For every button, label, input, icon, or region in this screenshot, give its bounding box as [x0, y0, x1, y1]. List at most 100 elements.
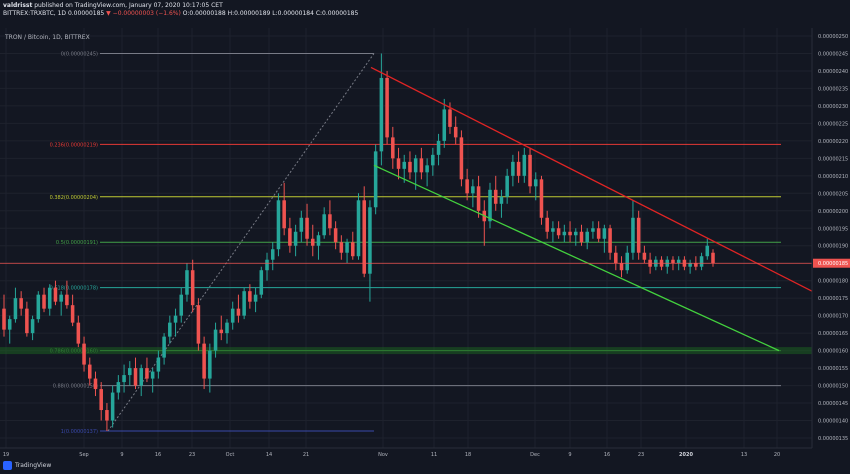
price-axis-tick: 0.00000245 [818, 51, 848, 57]
candle-up [591, 228, 595, 232]
time-axis-tick: 16 [155, 452, 161, 458]
candle-down [305, 217, 309, 239]
candle-up [379, 77, 384, 152]
candle-up [276, 200, 281, 250]
candle-down [493, 189, 498, 204]
price-axis-tick: 0.00000175 [818, 296, 848, 302]
fib-level-label: 0.88(0.00000150) [53, 384, 98, 390]
candle-down [236, 308, 241, 316]
author-name[interactable]: valdrisst [3, 2, 33, 9]
candle-down [419, 158, 424, 173]
fib-level-label: 0.236(0.00000219) [50, 142, 98, 148]
tradingview-watermark[interactable]: TradingView [3, 461, 51, 470]
fib-level-label: 0.382(0.00000204) [50, 195, 98, 201]
price-axis-tick: 0.00000235 [818, 86, 848, 92]
candle-up [122, 375, 126, 383]
candle-down [448, 109, 452, 127]
candle-up [373, 151, 378, 208]
price-axis-tick: 0.00000140 [818, 419, 848, 425]
price-axis-tick: 0.00000150 [818, 384, 848, 390]
candle-down [608, 228, 612, 253]
candle-down [476, 186, 481, 211]
price-axis-tick: 0.00000155 [818, 366, 848, 372]
candle-down [87, 364, 92, 379]
candle-up [185, 270, 189, 295]
candle-down [19, 298, 23, 309]
candle-down [408, 161, 412, 173]
candle-down [328, 214, 332, 229]
price-axis-tick: 0.00000220 [818, 139, 848, 145]
time-axis-tick: 9 [120, 452, 123, 458]
time-axis-tick: Nov [378, 452, 388, 458]
time-axis-tick: Oct [226, 452, 235, 458]
candle-down [694, 263, 698, 267]
symbol-label: BITTREX:TRXBTC, 1D [3, 10, 67, 17]
ohlc-close: C:0.00000185 [315, 10, 359, 17]
candle-down [42, 294, 46, 309]
candle-down [145, 368, 149, 379]
candle-up [688, 263, 692, 267]
candle-down [339, 242, 344, 253]
resistance-trendline [370, 66, 813, 292]
candle-up [179, 294, 184, 316]
candle-up [173, 315, 178, 323]
candle-down [396, 158, 401, 169]
time-axis-tick: Sep [79, 452, 88, 458]
price-axis-tick: 0.00000190 [818, 244, 848, 250]
candle-up [168, 322, 172, 337]
candle-up [488, 189, 492, 222]
candle-down [133, 368, 138, 386]
candle-up [59, 294, 63, 302]
time-axis-tick: 23 [189, 452, 195, 458]
candle-up [676, 259, 681, 264]
candle-down [642, 252, 647, 260]
candle-up [322, 214, 326, 236]
candle-down [2, 308, 6, 330]
candle-down [453, 126, 458, 138]
candle-down [516, 161, 521, 176]
fib-level-label: 1(0.00000137) [61, 429, 98, 435]
price-axis-tick: 0.00000195 [818, 226, 848, 232]
candle-up [156, 357, 161, 372]
candle-down [362, 200, 366, 274]
candle-up [128, 368, 132, 376]
fib-level-label: 0.786(0.00000160) [50, 349, 98, 355]
fib-level-label: 0(0.00000245) [61, 51, 98, 57]
time-axis-tick: Dec [530, 452, 540, 458]
candle-up [431, 154, 435, 166]
ohlc-open: O:0.00000188 [182, 10, 226, 17]
candle-down [391, 137, 395, 159]
candle-up [230, 308, 235, 323]
candle-up [505, 175, 509, 197]
publish-info: published on TradingView.com, January 07… [32, 2, 223, 9]
price-axis-tick: 0.00000170 [818, 314, 848, 320]
candle-up [631, 217, 635, 253]
candle-down [711, 252, 715, 264]
candle-up [533, 179, 538, 187]
candle-up [574, 231, 578, 236]
candle-down [636, 217, 641, 253]
time-axis-tick: 2020 [679, 452, 693, 458]
candle-down [196, 305, 201, 344]
candle-down [65, 294, 69, 306]
candle-down [25, 308, 29, 334]
candle-up [471, 186, 475, 194]
time-axis-tick: 11 [431, 452, 437, 458]
candle-up [7, 319, 12, 330]
candle-down [282, 200, 286, 229]
candle-down [105, 410, 109, 421]
price-axis-tick: 0.00000210 [818, 174, 848, 180]
candle-up [602, 228, 607, 239]
time-axis-tick: 14 [266, 452, 272, 458]
candle-up [150, 371, 155, 379]
candle-down [351, 242, 355, 257]
price-axis-tick: 0.00000230 [818, 104, 848, 110]
candle-up [270, 249, 275, 260]
candle-down [528, 154, 532, 187]
price-axis-panel [812, 0, 850, 474]
candle-up [162, 336, 166, 358]
candle-down [465, 179, 469, 194]
candle-down [288, 228, 292, 246]
candle-down [333, 228, 338, 243]
